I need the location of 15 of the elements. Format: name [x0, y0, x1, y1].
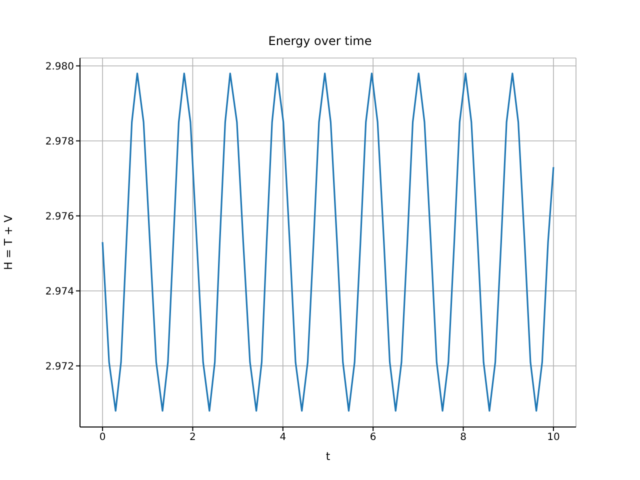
y-tick-label: 2.976: [45, 211, 74, 222]
x-tick-label: 0: [99, 432, 106, 444]
x-axis-title: t: [326, 450, 331, 463]
x-tick-label: 6: [370, 432, 376, 444]
line-series: [102, 72, 554, 412]
y-tick-label: 2.974: [45, 286, 74, 298]
x-tick-label: 4: [280, 432, 286, 444]
x-tick-label: 10: [547, 432, 560, 444]
chart-title: Energy over time: [267, 34, 373, 48]
x-tick-label: 2: [190, 432, 196, 444]
x-tick-label: 8: [460, 432, 466, 444]
y-axis-title: H = T + V: [2, 214, 15, 270]
y-tick-label: 2.972: [45, 361, 74, 372]
y-tick-label: 2.980: [45, 61, 74, 72]
y-tick-label: 2.978: [45, 136, 74, 148]
